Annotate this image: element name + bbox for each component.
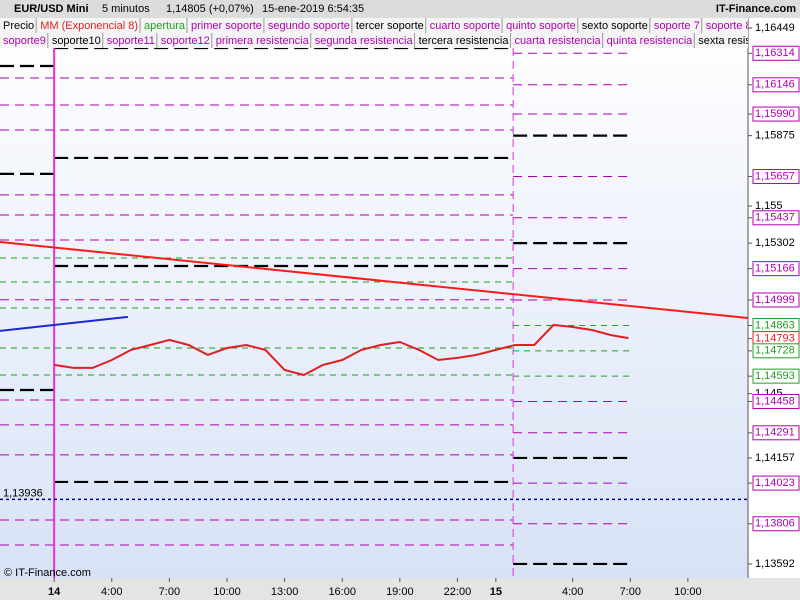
x-tick-label: 15 (490, 586, 502, 598)
y-tick-label: 1,15657 (755, 170, 795, 182)
legend-item: soporte10 (52, 35, 101, 47)
y-tick-label: 1,14863 (755, 319, 795, 331)
y-tick-label: 1,15166 (755, 263, 795, 275)
legend-item: soporte12 (161, 35, 210, 47)
x-tick-label: 14 (48, 586, 61, 598)
legend-item: quinto soporte (506, 20, 576, 32)
y-tick-label: 1,13806 (755, 518, 795, 530)
legend-item: soporte11 (107, 35, 155, 47)
x-axis-band (0, 578, 800, 600)
legend-item: MM (Exponencial 8) (40, 20, 138, 32)
price-line (54, 323, 629, 377)
legend-item: segunda resistencia (315, 35, 414, 47)
y-tick-label: 1,14157 (755, 452, 795, 464)
y-tick-box (752, 368, 800, 384)
x-tick-label: 19:00 (386, 586, 414, 598)
y-tick-label: 1,14023 (755, 477, 795, 489)
y-tick-label: 1,16146 (755, 79, 795, 91)
y-tick-label: 1,16449 (755, 22, 795, 34)
last-price: 1,14805 (+0,07%) (166, 3, 254, 15)
brand: IT-Finance.com (716, 3, 796, 15)
x-tick-label: 7:00 (159, 586, 180, 598)
x-tick-label: 10:00 (674, 586, 702, 598)
legend-item: soporte 8 (706, 20, 752, 32)
trend-line (0, 315, 129, 332)
x-tick-label: 13:00 (271, 586, 299, 598)
y-tick-label: 1,13592 (755, 558, 795, 570)
y-tick-label: 1,14458 (755, 395, 795, 407)
y-tick-box (752, 261, 800, 277)
legend-item: sexta resistencia (698, 35, 781, 47)
y-tick-label: 1,15437 (755, 212, 795, 224)
legend-item: primera resistencia (216, 35, 310, 47)
legend-item: tercer soporte (356, 20, 424, 32)
y-tick-box (752, 475, 800, 491)
legend-item: cuarto soporte (430, 20, 500, 32)
legend-background (0, 33, 748, 48)
trend-line (0, 241, 748, 319)
y-tick-box (752, 292, 800, 308)
legend-item: primer soporte (191, 20, 262, 32)
y-tick-box (752, 516, 800, 532)
y-tick-box (752, 210, 800, 226)
y-tick-label: 1,14728 (755, 345, 795, 357)
copyright: © IT-Finance.com (4, 567, 91, 579)
y-tick-box (752, 343, 800, 359)
x-tick-label: 22:00 (444, 586, 472, 598)
legend-item: segundo soporte (268, 20, 350, 32)
legend-item: soporte 7 (654, 20, 700, 32)
legend-item: soporte9 (3, 35, 46, 47)
x-tick-label: 16:00 (328, 586, 356, 598)
y-tick-label: 1,15302 (755, 237, 795, 249)
y-tick-box (752, 106, 800, 122)
reference-label: 1,13936 (3, 487, 43, 499)
y-tick-box (752, 425, 800, 441)
legend-item: cuarta resistencia (514, 35, 601, 47)
legend-item: sexto soporte (582, 20, 648, 32)
y-tick-label: 1,14291 (755, 427, 795, 439)
y-tick-label: 1,16314 (755, 47, 795, 59)
x-tick-label: 10:00 (213, 586, 241, 598)
x-tick-label: 4:00 (562, 586, 583, 598)
y-tick-label: 1,15875 (755, 130, 795, 142)
chart-title: EUR/USD Mini (14, 3, 89, 15)
x-tick-label: 7:00 (620, 586, 641, 598)
x-tick-label: 4:00 (101, 586, 122, 598)
date: 15-ene-2019 6:54:35 (262, 3, 364, 15)
y-tick-label: 1,155 (755, 200, 783, 212)
interval: 5 minutos (102, 3, 150, 15)
legend-item: apertura (144, 20, 186, 32)
legend-item: Precio (3, 20, 34, 32)
y-tick-label: 1,14793 (755, 333, 795, 345)
y-tick-box (752, 45, 800, 61)
title-bar (0, 0, 800, 18)
y-tick-box (752, 169, 800, 185)
y-tick-box (752, 393, 800, 409)
legend-item: quinta resistencia (607, 35, 693, 47)
y-tick-label: 1,14593 (755, 370, 795, 382)
y-tick-box (752, 77, 800, 93)
legend-item: tercera resistencia (419, 35, 510, 47)
y-tick-label: 1,14999 (755, 294, 795, 306)
plot-area (0, 18, 748, 578)
y-tick-label: 1,15990 (755, 108, 795, 120)
